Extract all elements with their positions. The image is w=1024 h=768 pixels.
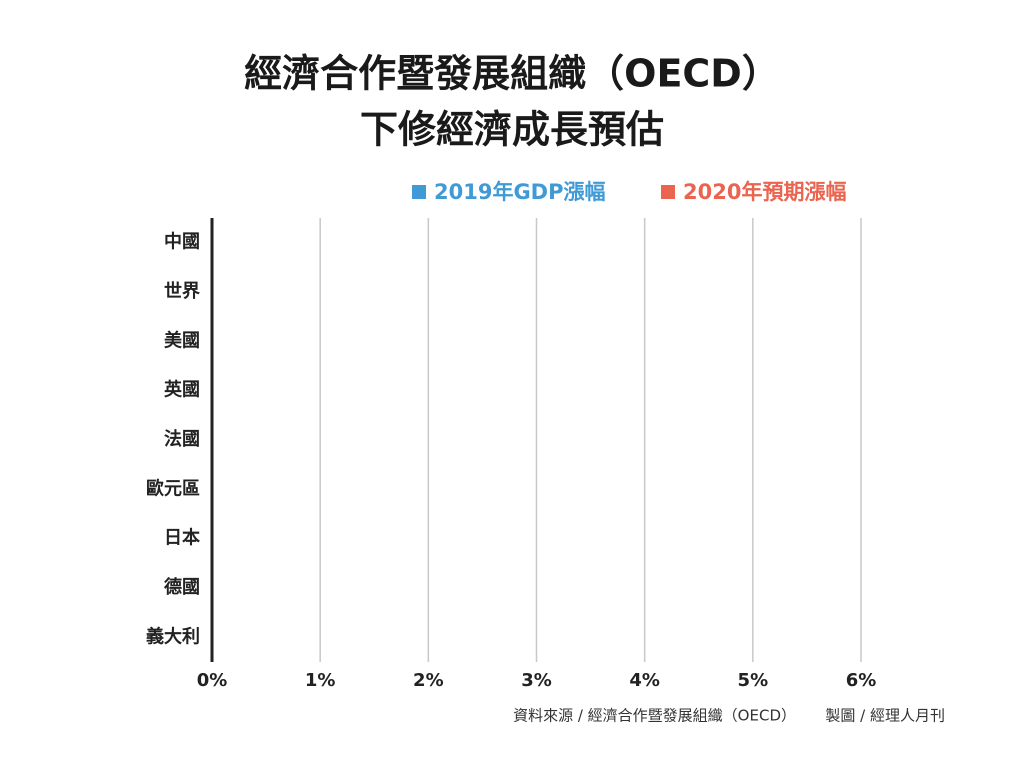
y-tick-label: 美國 <box>164 329 200 351</box>
chart-title: 下修經濟成長預估 <box>360 108 664 152</box>
x-tick-label: 3% <box>521 670 552 691</box>
chart-title: 經濟合作暨發展組織（OECD） <box>244 52 780 96</box>
legend-swatch <box>661 185 675 199</box>
y-tick-label: 世界 <box>164 281 200 302</box>
x-tick-label: 6% <box>846 670 877 691</box>
y-tick-label: 德國 <box>164 576 200 598</box>
legend-label: 2019年GDP漲幅 <box>434 180 606 204</box>
y-tick-label: 日本 <box>164 527 200 549</box>
x-tick-label: 0% <box>197 670 228 691</box>
x-tick-label: 5% <box>738 670 769 691</box>
y-tick-label: 英國 <box>163 379 200 401</box>
y-tick-label: 中國 <box>164 231 200 253</box>
legend-swatch <box>412 185 426 199</box>
x-tick-label: 1% <box>305 670 336 691</box>
x-tick-label: 2% <box>413 670 444 691</box>
x-tick-label: 4% <box>629 670 660 691</box>
credit-note: 製圖 / 經理人月刊 <box>825 707 945 725</box>
legend-label: 2020年預期漲幅 <box>683 180 846 204</box>
y-tick-label: 義大利 <box>146 625 200 647</box>
source-note: 資料來源 / 經濟合作暨發展組織（OECD） <box>513 707 796 725</box>
y-tick-label: 歐元區 <box>146 477 200 499</box>
y-tick-label: 法國 <box>164 428 200 450</box>
